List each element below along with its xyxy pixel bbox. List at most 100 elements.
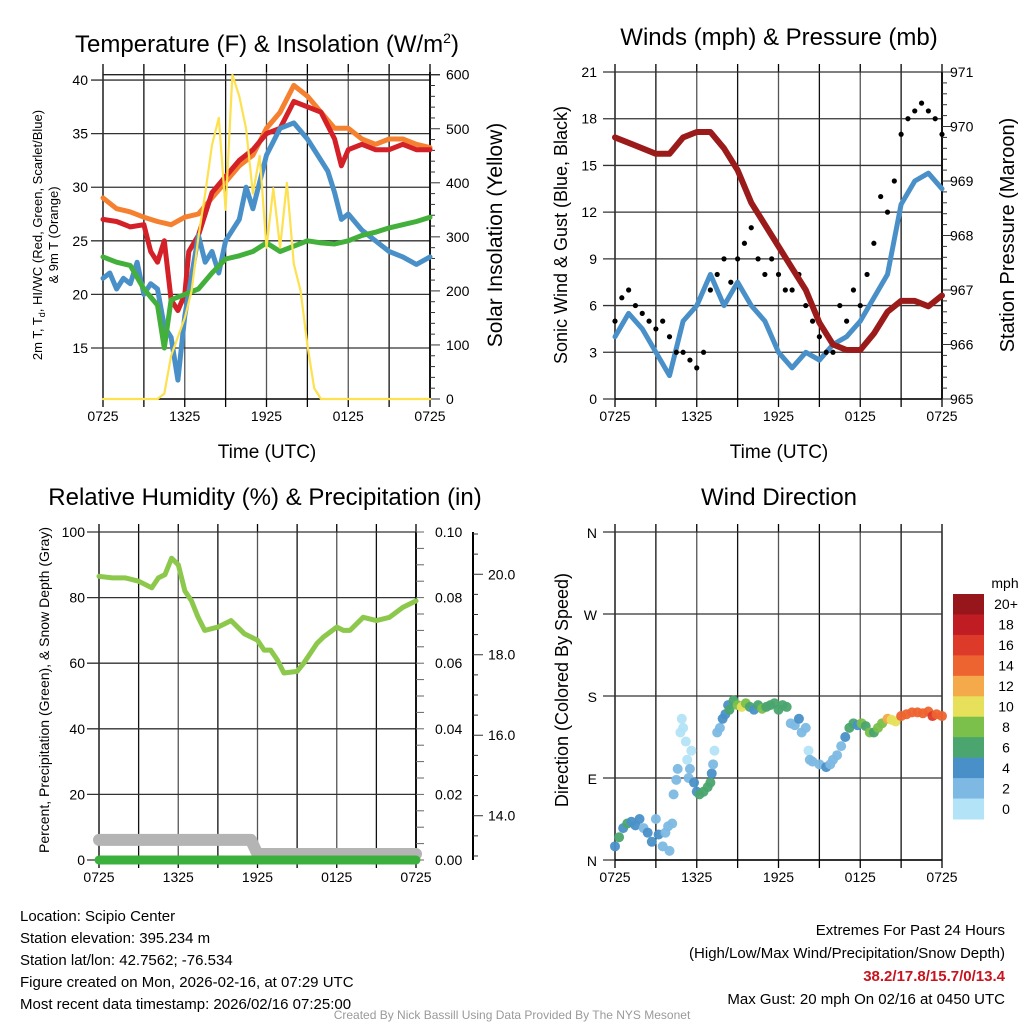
direction-tick-label: E [588, 771, 597, 787]
credit-text: Created By Nick Bassill Using Data Provi… [334, 1008, 691, 1022]
wind-y-tick-label: 3 [589, 344, 597, 360]
wind-y-tick-label: 18 [581, 111, 597, 127]
direction-point [937, 711, 947, 722]
colorbar-label: 4 [1002, 760, 1010, 776]
humidity-ylabel: Percent, Precipitation (Green), & Snow D… [36, 527, 52, 853]
temperature-x-tick-label: 0725 [87, 408, 118, 424]
colorbar-swatch [953, 614, 984, 636]
direction-point [840, 732, 851, 742]
winds-x-tick-label: 0725 [599, 408, 630, 424]
colorbar-swatch [953, 655, 984, 677]
direction-point [676, 713, 687, 724]
direction-point [836, 741, 847, 752]
gust-point [878, 193, 884, 200]
precip-y-tick-label: 0.00 [435, 852, 462, 868]
direction-point [680, 736, 691, 747]
colorbar-swatch [953, 675, 984, 697]
wind-y-tick-label: 15 [581, 157, 597, 173]
gust-point [918, 100, 925, 106]
gust-point [823, 349, 829, 355]
extremes-legend: (High/Low/Max Wind/Precipitation/Snow De… [689, 945, 1005, 962]
direction-point [668, 789, 679, 800]
colorbar-label: 2 [1002, 780, 1010, 796]
gust-point [741, 240, 748, 246]
direction-x-tick-label: 1925 [763, 869, 794, 885]
colorbar-swatch [953, 737, 984, 759]
winds-plot-area: 0725 1325 1925 0125 072503691215182196596696… [581, 64, 974, 424]
location-text: Location: Scipio Center [20, 908, 175, 925]
humidity-y-tick-label: 0 [77, 852, 85, 868]
colorbar-label: 10 [998, 699, 1014, 715]
gust-point [850, 287, 857, 293]
gust-point [728, 279, 734, 285]
snow-y-tick-label: 16.0 [488, 727, 515, 743]
direction-point [708, 759, 719, 770]
temperature-title: Temperature (F) & Insolation (W/m2) [75, 30, 459, 58]
colorbar-swatch [953, 696, 984, 718]
solar-ylabel: Solar Insolation (Yellow) [484, 123, 507, 348]
snow-y-tick-label: 18.0 [488, 647, 515, 663]
gust-point [803, 302, 809, 309]
colorbar-label: 12 [998, 678, 1014, 694]
solar-y-tick-label: 200 [446, 283, 470, 299]
gust-point [632, 302, 639, 309]
colorbar-swatch [953, 594, 984, 615]
winds-x-tick-label: 0125 [845, 408, 876, 424]
colorbar-swatch [953, 778, 984, 800]
direction-point [684, 763, 695, 774]
gust-point [864, 271, 870, 278]
colorbar-label: 0 [1002, 801, 1010, 817]
direction-point [832, 750, 843, 761]
direction-point [689, 777, 700, 788]
humidity-x-tick-label: 1325 [163, 869, 194, 885]
sonic-wind-line [612, 170, 945, 379]
gust-point [653, 326, 659, 332]
direction-point [709, 745, 720, 756]
colorbar-label: 16 [998, 637, 1014, 653]
wind-direction-title: Wind Direction [701, 484, 857, 511]
pressure-y-tick-label: 968 [950, 228, 974, 244]
gust-point [844, 318, 850, 324]
colorbar-swatch [953, 634, 984, 656]
elevation-text: Station elevation: 395.234 m [20, 930, 210, 947]
humidity-y-tick-label: 60 [69, 655, 85, 671]
gust-point [809, 318, 816, 324]
wind-y-tick-label: 21 [581, 64, 597, 80]
direction-tick-label: N [587, 525, 597, 541]
solar-y-tick-label: 300 [446, 229, 470, 245]
humidity-x-tick-label: 0125 [321, 869, 352, 885]
gust-point [660, 318, 666, 324]
colorbar-swatch [953, 757, 984, 779]
direction-point [650, 814, 661, 824]
temperature-y-tick-label: 40 [72, 72, 88, 88]
colorbar-label: 6 [1002, 739, 1010, 755]
temperature-y-tick-label: 20 [72, 286, 88, 302]
humidity-y-tick-label: 80 [69, 590, 85, 606]
solar-y-tick-label: 400 [446, 175, 470, 191]
direction-x-tick-label: 0725 [926, 869, 957, 885]
humidity-title: Relative Humidity (%) & Precipitation (i… [48, 484, 481, 511]
direction-x-tick-label: 1325 [681, 869, 712, 885]
direction-point [781, 701, 792, 712]
gust-point [782, 287, 788, 293]
gust-point [762, 271, 768, 278]
wind-y-tick-label: 0 [589, 391, 597, 407]
direction-point [664, 845, 675, 856]
direction-tick-label: S [588, 689, 597, 705]
max-gust-text: Max Gust: 20 mph On 02/16 at 0450 UTC [727, 991, 1005, 1008]
winds-xlabel: Time (UTC) [730, 442, 829, 463]
colorbar-label: 14 [998, 658, 1014, 674]
snow-y-tick-label: 20.0 [488, 566, 515, 582]
gust-point [735, 256, 741, 262]
gust-point [694, 365, 700, 371]
gust-point [707, 287, 713, 293]
gust-point [680, 349, 686, 355]
pressure-ylabel: Station Pressure (Maroon) [997, 118, 1019, 353]
snow-y-tick-label: 14.0 [488, 808, 515, 824]
colorbar-swatch [953, 798, 984, 820]
direction-point [671, 774, 682, 785]
recent-data-text: Most recent data timestamp: 2026/02/16 0… [20, 996, 351, 1013]
temperature-ylabel-line2: & 9m T (Orange) [46, 186, 61, 283]
gust-point [769, 256, 775, 262]
series-2m-t-line [100, 99, 433, 313]
